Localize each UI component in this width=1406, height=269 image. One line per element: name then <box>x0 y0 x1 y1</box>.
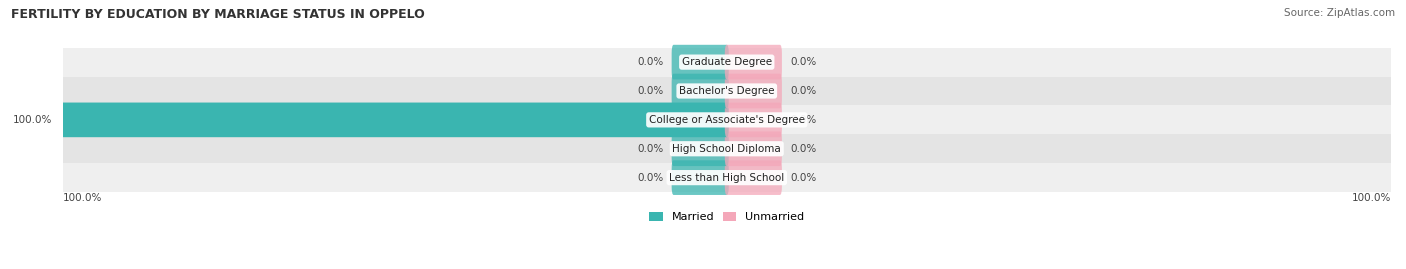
Text: 0.0%: 0.0% <box>637 144 664 154</box>
Text: 100.0%: 100.0% <box>62 193 101 203</box>
Text: High School Diploma: High School Diploma <box>672 144 782 154</box>
Text: 100.0%: 100.0% <box>1351 193 1391 203</box>
Text: Bachelor's Degree: Bachelor's Degree <box>679 86 775 96</box>
FancyBboxPatch shape <box>62 77 1391 105</box>
Text: 0.0%: 0.0% <box>637 57 664 67</box>
FancyBboxPatch shape <box>62 163 1391 192</box>
Text: 0.0%: 0.0% <box>790 86 815 96</box>
FancyBboxPatch shape <box>62 105 1391 134</box>
Text: 100.0%: 100.0% <box>13 115 52 125</box>
FancyBboxPatch shape <box>672 160 728 195</box>
FancyBboxPatch shape <box>724 132 782 166</box>
Text: 0.0%: 0.0% <box>790 57 815 67</box>
FancyBboxPatch shape <box>724 160 782 195</box>
Text: Source: ZipAtlas.com: Source: ZipAtlas.com <box>1284 8 1395 18</box>
FancyBboxPatch shape <box>62 134 1391 163</box>
Legend: Married, Unmarried: Married, Unmarried <box>645 207 808 226</box>
FancyBboxPatch shape <box>724 74 782 108</box>
Text: FERTILITY BY EDUCATION BY MARRIAGE STATUS IN OPPELO: FERTILITY BY EDUCATION BY MARRIAGE STATU… <box>11 8 425 21</box>
FancyBboxPatch shape <box>724 45 782 79</box>
FancyBboxPatch shape <box>672 45 728 79</box>
FancyBboxPatch shape <box>60 102 728 137</box>
Text: Graduate Degree: Graduate Degree <box>682 57 772 67</box>
Text: College or Associate's Degree: College or Associate's Degree <box>648 115 804 125</box>
FancyBboxPatch shape <box>672 74 728 108</box>
FancyBboxPatch shape <box>672 132 728 166</box>
Text: 0.0%: 0.0% <box>790 144 815 154</box>
Text: 0.0%: 0.0% <box>637 86 664 96</box>
FancyBboxPatch shape <box>724 102 782 137</box>
Text: 0.0%: 0.0% <box>790 173 815 183</box>
Text: 0.0%: 0.0% <box>637 173 664 183</box>
Text: 0.0%: 0.0% <box>790 115 815 125</box>
Text: Less than High School: Less than High School <box>669 173 785 183</box>
FancyBboxPatch shape <box>62 48 1391 77</box>
